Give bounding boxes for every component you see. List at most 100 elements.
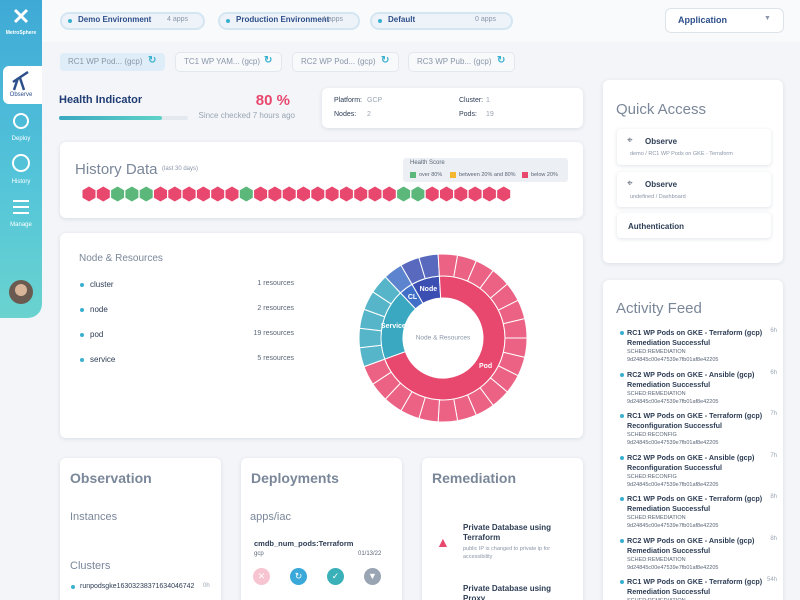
history-card: History Data (last 30 days) Health Score ov… — [60, 142, 583, 218]
legend-label: over 80% — [419, 171, 443, 178]
observation-card: Observation Instances Clusters runpodsgke16… — [60, 458, 221, 600]
app-tab-label: RC2 WP Pod... (gcp) — [301, 57, 376, 66]
clusters-heading: Clusters — [70, 560, 111, 572]
deployment-name: cmdb_num_pods:Terraform — [254, 539, 354, 548]
activity-item-title: RC1 WP Pods on GKE - Terraform (gcp) Rem… — [627, 577, 763, 596]
legend-label: between 20% and 80% — [459, 171, 516, 178]
app-tab[interactable]: TC1 WP YAM... (gcp) ↻ — [176, 53, 281, 71]
activity-dot — [620, 372, 624, 377]
nav-item[interactable]: History — [11, 179, 31, 185]
platform-label: Platform: — [334, 97, 363, 104]
telescope-icon: ⌖ — [627, 178, 633, 189]
resource-dot — [80, 308, 84, 312]
application-select[interactable]: Application ▼ — [666, 9, 783, 32]
resource-dot — [80, 283, 84, 287]
environment-dot — [68, 19, 72, 23]
observation-title: Observation — [70, 470, 152, 486]
quick-access-item[interactable]: Authentication — [617, 213, 771, 238]
deployments-title: Deployments — [251, 470, 339, 486]
activity-item-title: RC2 WP Pods on GKE - Ansible (gcp) Recon… — [627, 452, 755, 472]
refresh-icon: ↻ — [148, 55, 157, 66]
activity-item-age: 8h — [770, 535, 777, 542]
environment-apps: 4 apps — [167, 16, 189, 23]
dropdown-caret: ▼ — [764, 15, 771, 22]
environment-pill[interactable]: Production Environment 4 apps — [218, 12, 360, 30]
activity-item-age: 6h — [770, 369, 777, 376]
deployments-card: Deployments apps/iac cmdb_num_pods:Terrafo… — [241, 458, 402, 600]
activity-item-tag: SCHED:RECONFIG — [627, 432, 677, 438]
activity-dot — [620, 538, 624, 543]
activity-item-hash: 9d24845c00e47539e7fb01af8e42205 — [627, 523, 719, 529]
application-label: Application — [678, 15, 727, 25]
remediation-card: Remediation ▲ Private Database using Terra… — [422, 458, 583, 600]
quick-access-card: Quick Access Observe demo / RC1 WP Pods on… — [603, 80, 783, 263]
health-score: 80 % — [255, 92, 290, 109]
platform-value: 2 — [367, 111, 371, 118]
platform-label: Nodes: — [334, 111, 357, 118]
app-tab-label: RC1 WP Pod... (gcp) — [68, 57, 143, 66]
activity-item-hash: 9d24845c00e47539e7fb01af8e42205 — [627, 357, 719, 363]
nav-item[interactable]: Manage — [10, 222, 32, 228]
cluster-name: runpodsgke16303238371634046742 — [80, 583, 195, 590]
resource-count: 19 resources — [253, 330, 294, 337]
activity-item-hash: 9d24845c00e47539e7fb01af8e42205 — [627, 398, 719, 405]
deployment-date: 01/13/22 — [358, 551, 382, 557]
deployments-group: apps/iac — [250, 511, 291, 523]
deployment-action[interactable]: ▼ — [364, 568, 381, 585]
remediation-item-title: Private Database using Proxy — [463, 584, 552, 600]
platform-card: Platform: GCP Cluster: 1 Nodes: 2 Pods: 19 — [322, 88, 583, 128]
logo-text: MetroSphere — [5, 30, 37, 36]
deployment-action[interactable]: ✕ — [253, 568, 270, 585]
legend-swatch — [410, 172, 416, 178]
cluster-age: 0h — [203, 583, 210, 589]
activity-title: Activity Feed — [616, 300, 702, 317]
deployment-action[interactable]: ↻ — [290, 568, 307, 585]
history-subtitle: (last 30 days) — [162, 166, 199, 172]
instances-heading: Instances — [70, 511, 118, 523]
resource-name: pod — [90, 330, 104, 339]
activity-item-title: RC1 WP Pods on GKE - Terraform (gcp) Rem… — [627, 328, 763, 347]
resource-dot — [80, 358, 84, 362]
health-title: Health Indicator — [59, 94, 143, 106]
activity-dot — [620, 497, 624, 501]
environment-name: Production Environment — [236, 15, 330, 24]
app-tab[interactable]: RC1 WP Pod... (gcp) ↻ — [60, 53, 165, 71]
resource-count: 5 resources — [257, 355, 294, 362]
environment-apps: 4 apps — [322, 16, 344, 23]
activity-item-age: 7h — [770, 411, 777, 417]
deployment-action[interactable]: ✓ — [327, 568, 344, 585]
resource-name: cluster — [90, 280, 114, 289]
app-tab[interactable]: RC2 WP Pod... (gcp) ↻ — [293, 53, 398, 71]
activity-item-age: 8h — [770, 494, 777, 500]
environment-pill[interactable]: Demo Environment 4 apps — [60, 12, 205, 30]
history-title: History Data — [75, 161, 158, 178]
legend-title: Health Score — [410, 160, 445, 166]
refresh-icon: ↻ — [264, 55, 273, 66]
nav-item[interactable]: Observe — [9, 92, 33, 98]
quick-access-item-title: Observe — [645, 137, 678, 146]
activity-dot — [620, 331, 624, 335]
activity-item-title: RC2 WP Pods on GKE - Ansible (gcp) Remed… — [627, 535, 755, 555]
resources-card: Node & Resources cluster 1 resources node 2 … — [60, 233, 583, 438]
legend-swatch — [522, 172, 528, 178]
quick-access-item[interactable]: Observe demo / RC1 WP Pods on GKE - Terra… — [617, 129, 771, 165]
activity-item-tag: SCHED:REMEDIATION — [627, 598, 686, 600]
platform-value: GCP — [367, 97, 383, 104]
resource-count: 2 resources — [257, 305, 294, 312]
nav-item[interactable]: Deploy — [11, 136, 31, 142]
legend-swatch — [450, 172, 456, 178]
activity-item-age: 6h — [770, 328, 777, 334]
environment-name: Default — [388, 15, 416, 24]
environment-apps: 0 apps — [475, 16, 497, 23]
remediation-item-desc: public IP is changed to private ip for a… — [463, 546, 551, 560]
resource-dot — [80, 333, 84, 337]
environment-dot — [226, 19, 230, 23]
quick-access-title: Quick Access — [616, 101, 707, 118]
app-tab[interactable]: RC3 WP Pub... (gcp) ↻ — [409, 53, 514, 71]
activity-item-tag: SCHED:REMEDIATION — [627, 390, 686, 397]
activity-item-age: 54h — [766, 577, 777, 583]
resource-name: node — [90, 305, 108, 314]
activity-item-tag: SCHED:REMEDIATION — [627, 349, 686, 355]
quick-access-item[interactable]: Observe undefined / Dashboard ⌖ — [617, 172, 771, 207]
environment-pill[interactable]: Default 0 apps — [370, 12, 513, 30]
